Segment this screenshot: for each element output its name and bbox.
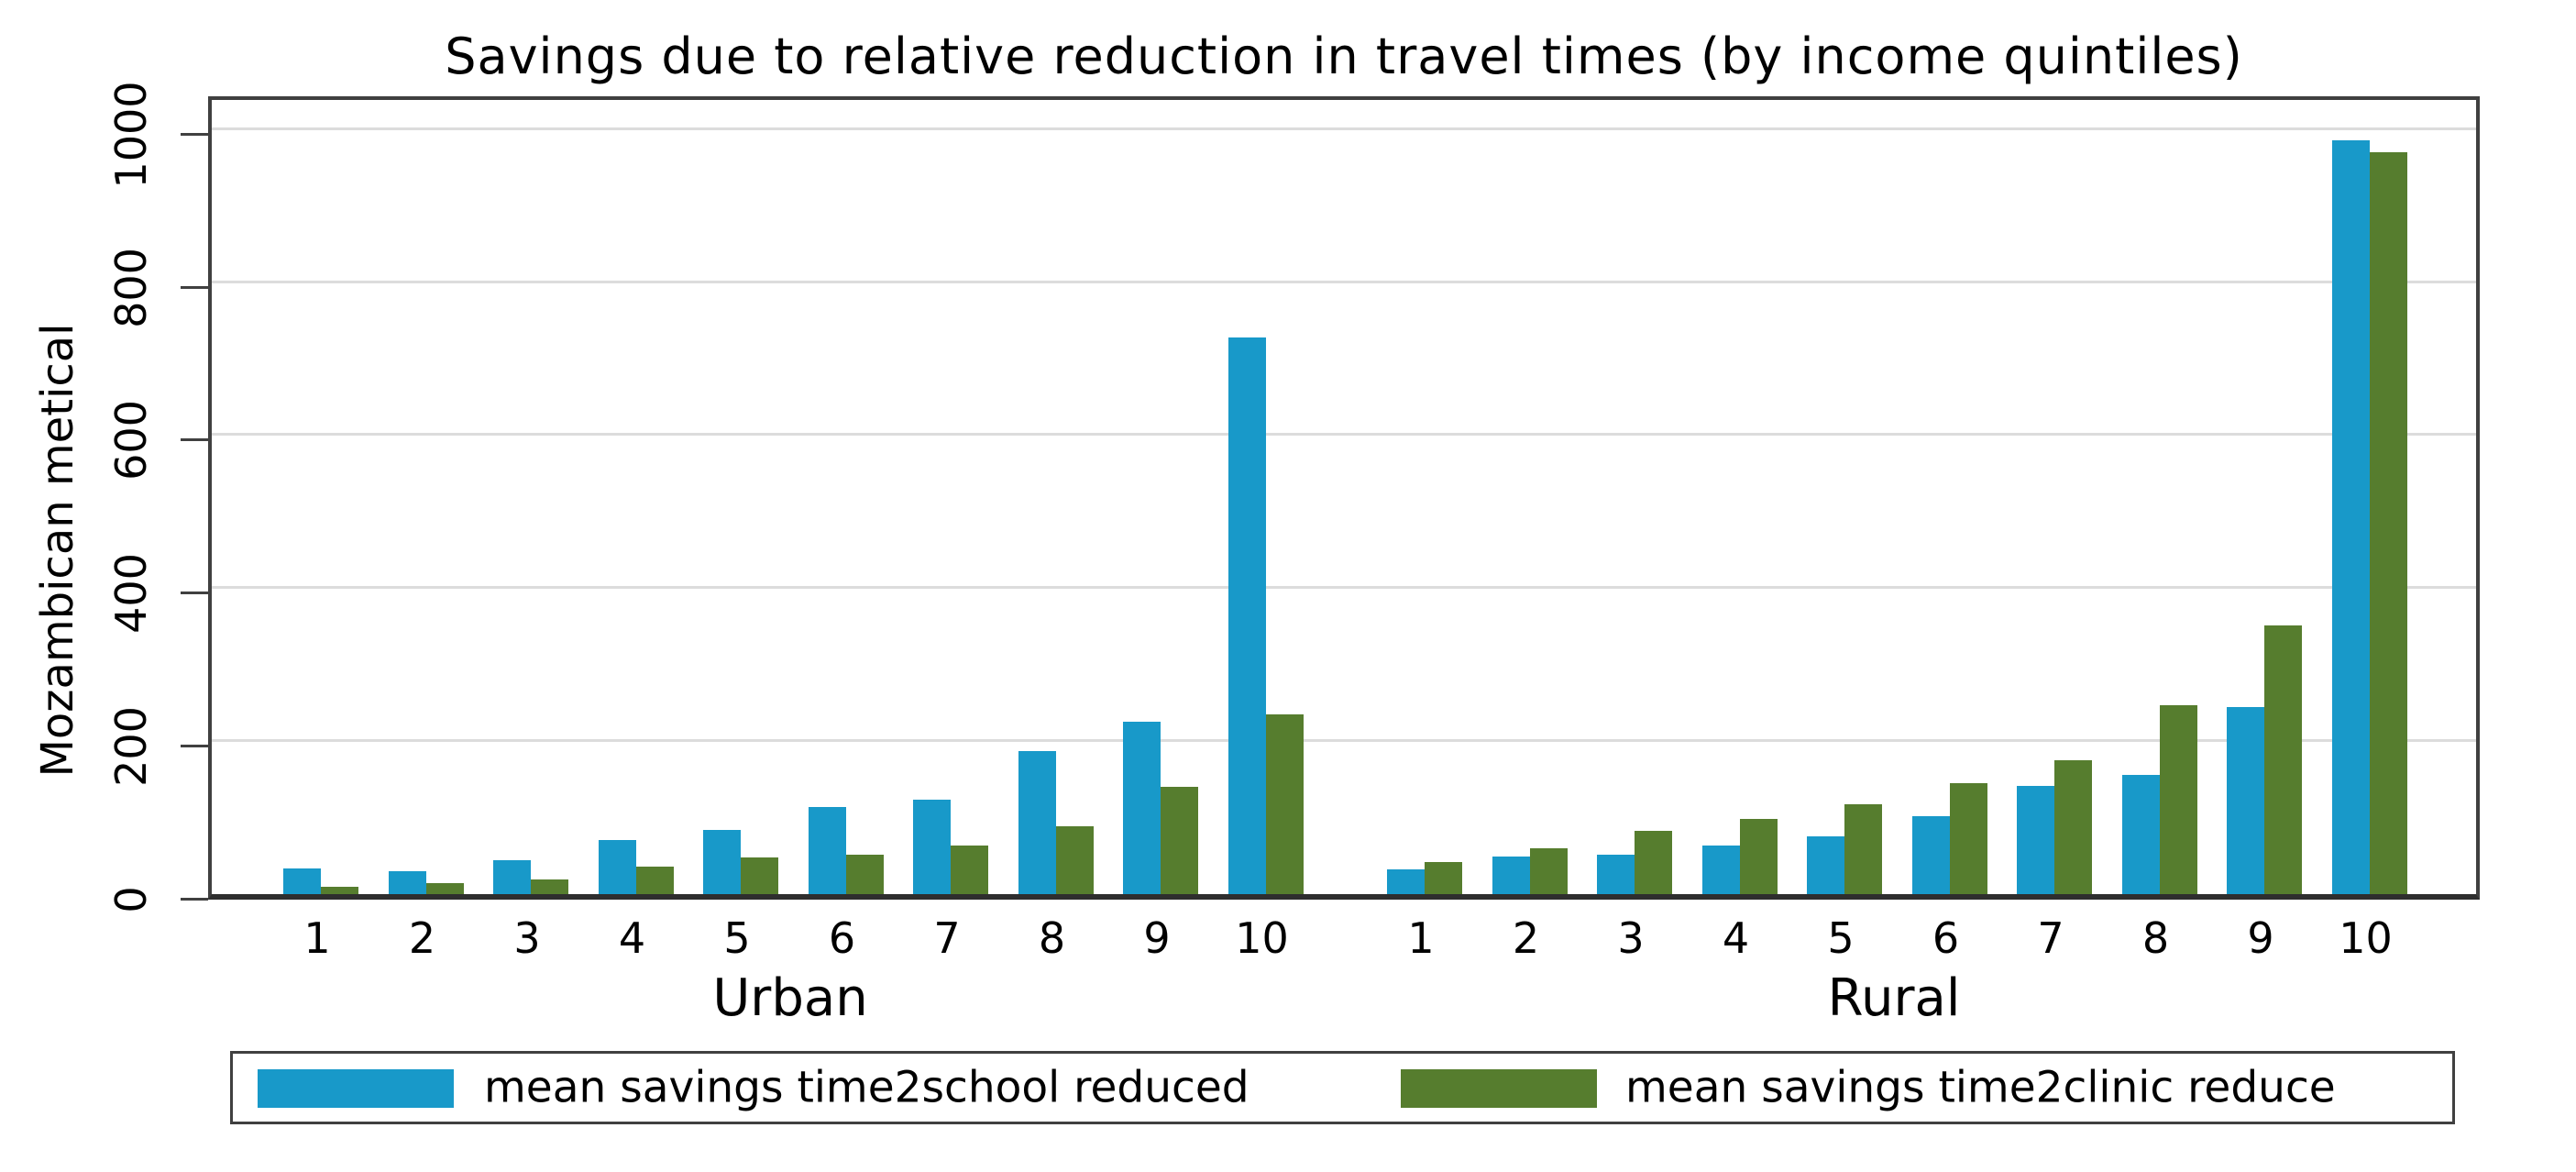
bar-urban-7-time2school	[913, 800, 951, 894]
x-label-rural-3: 3	[1617, 913, 1645, 963]
bar-rural-8-time2clinic	[2160, 705, 2197, 894]
bar-urban-9-time2clinic	[1161, 787, 1198, 894]
bar-rural-3-time2school	[1597, 855, 1635, 894]
x-label-rural-4: 4	[1722, 913, 1750, 963]
x-label-urban-10: 10	[1235, 913, 1289, 963]
legend: mean savings time2school reduced mean sa…	[230, 1051, 2455, 1124]
bar-urban-1-time2clinic	[321, 887, 358, 894]
bar-urban-1-time2school	[283, 868, 321, 894]
y-tick-600	[181, 438, 208, 442]
bar-rural-7-time2clinic	[2054, 760, 2092, 894]
y-tick-label-1000: 1000	[106, 81, 156, 189]
x-label-urban-4: 4	[618, 913, 646, 963]
y-tick-label-0: 0	[106, 886, 156, 913]
group-label-urban: Urban	[712, 968, 868, 1028]
x-label-urban-8: 8	[1038, 913, 1066, 963]
x-label-urban-7: 7	[933, 913, 961, 963]
bar-rural-10-time2school	[2332, 140, 2370, 894]
x-label-rural-2: 2	[1512, 913, 1540, 963]
legend-swatch-time2clinic	[1401, 1069, 1597, 1108]
gridline-600	[212, 433, 2476, 437]
bar-rural-1-time2clinic	[1425, 862, 1462, 894]
bar-rural-9-time2school	[2227, 707, 2264, 894]
y-tick-800	[181, 285, 208, 289]
gridline-200	[212, 739, 2476, 743]
bar-urban-5-time2school	[703, 830, 741, 894]
bar-rural-9-time2clinic	[2264, 625, 2302, 894]
y-axis-label: Mozambican metical	[32, 323, 83, 778]
bar-urban-8-time2clinic	[1056, 826, 1094, 894]
x-label-urban-9: 9	[1143, 913, 1171, 963]
bar-urban-9-time2school	[1123, 722, 1161, 894]
x-label-rural-7: 7	[2037, 913, 2064, 963]
x-label-rural-8: 8	[2141, 913, 2170, 963]
bar-urban-6-time2clinic	[846, 855, 884, 894]
legend-label-time2school: mean savings time2school reduced	[484, 1062, 1249, 1113]
bar-rural-6-time2school	[1912, 816, 1950, 894]
y-tick-label-600: 600	[106, 400, 156, 481]
bar-urban-8-time2school	[1018, 751, 1056, 894]
gridline-1000	[212, 127, 2476, 130]
y-tick-label-800: 800	[106, 247, 156, 328]
bar-urban-10-time2clinic	[1266, 714, 1304, 894]
x-label-rural-5: 5	[1827, 913, 1855, 963]
bar-urban-6-time2school	[809, 807, 846, 894]
bar-urban-2-time2school	[389, 871, 426, 894]
legend-swatch-time2school	[258, 1069, 454, 1108]
bar-urban-5-time2clinic	[741, 857, 778, 894]
x-label-urban-2: 2	[408, 913, 436, 963]
bar-rural-5-time2school	[1807, 836, 1844, 894]
bar-urban-2-time2clinic	[426, 883, 464, 894]
y-tick-0	[181, 898, 208, 901]
chart-title: Savings due to relative reduction in tra…	[445, 28, 2243, 85]
gridline-800	[212, 280, 2476, 283]
bar-urban-7-time2clinic	[951, 846, 988, 894]
bar-rural-4-time2school	[1702, 846, 1740, 894]
bar-rural-2-time2clinic	[1530, 848, 1568, 894]
bar-rural-2-time2school	[1492, 857, 1530, 894]
bar-rural-10-time2clinic	[2370, 152, 2407, 894]
x-label-urban-1: 1	[303, 913, 331, 963]
y-tick-400	[181, 592, 208, 595]
x-label-rural-10: 10	[2339, 913, 2393, 963]
bar-urban-10-time2school	[1228, 337, 1266, 894]
y-tick-1000	[181, 132, 208, 136]
x-label-rural-9: 9	[2247, 913, 2274, 963]
y-tick-label-200: 200	[106, 706, 156, 788]
x-label-rural-1: 1	[1407, 913, 1435, 963]
y-tick-200	[181, 745, 208, 748]
x-label-rural-6: 6	[1932, 913, 1960, 963]
x-label-urban-5: 5	[723, 913, 751, 963]
bar-urban-3-time2school	[493, 860, 531, 894]
x-label-urban-3: 3	[513, 913, 541, 963]
bar-rural-5-time2clinic	[1844, 804, 1882, 894]
x-label-urban-6: 6	[828, 913, 856, 963]
gridline-400	[212, 586, 2476, 590]
group-label-rural: Rural	[1827, 968, 1961, 1028]
bar-rural-7-time2school	[2017, 786, 2054, 894]
bar-urban-3-time2clinic	[531, 879, 568, 894]
bar-rural-8-time2school	[2122, 775, 2160, 894]
y-tick-label-400: 400	[106, 553, 156, 635]
plot-area	[208, 96, 2480, 900]
bar-urban-4-time2school	[599, 840, 636, 894]
bar-rural-1-time2school	[1387, 869, 1425, 894]
bar-urban-4-time2clinic	[636, 867, 674, 894]
bar-rural-4-time2clinic	[1740, 819, 1778, 894]
legend-label-time2clinic: mean savings time2clinic reduce	[1625, 1062, 2336, 1113]
bar-rural-6-time2clinic	[1950, 783, 1987, 894]
bar-rural-3-time2clinic	[1635, 831, 1672, 894]
